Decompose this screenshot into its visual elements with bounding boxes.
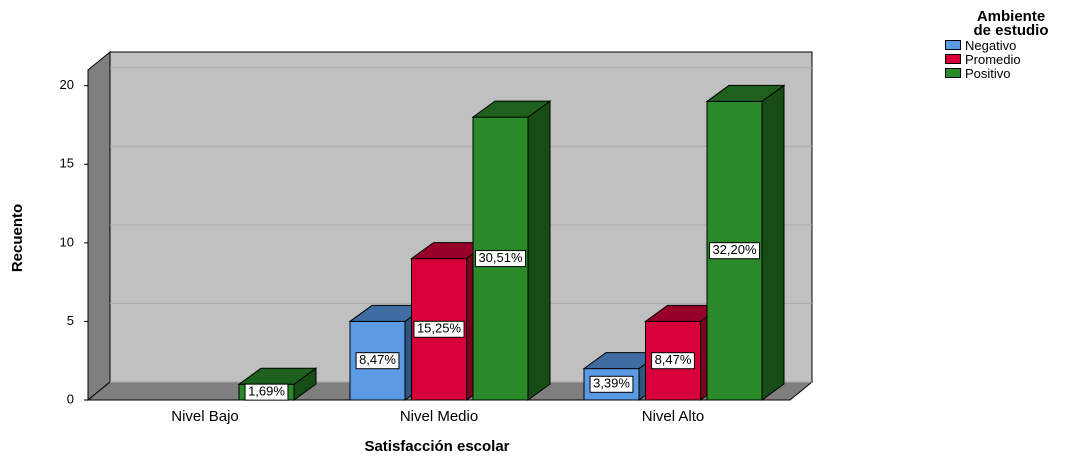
value-label-text: 1,69% [248,384,285,399]
x-tick-label: Nivel Alto [642,408,705,425]
y-tick-label: 5 [67,313,74,328]
bar-top [471,100,552,118]
value-label: 3,39% [589,375,634,393]
value-label: 1,69% [244,383,289,401]
x-tick-label: Nivel Bajo [171,408,239,425]
legend: Ambiente de estudio Negativo Promedio Posi… [945,8,1060,81]
legend-swatch [945,40,961,50]
legend-label: Negativo [965,37,1017,53]
value-label-text: 8,47% [359,352,396,367]
value-label-text: 3,39% [593,376,630,391]
legend-item: Negativo [945,37,1060,53]
bar-top [705,84,786,102]
bar-side [527,100,551,401]
value-label: 8,47% [355,352,400,370]
legend-swatch [945,54,961,64]
value-label-box [413,320,465,338]
value-label-box [651,352,695,370]
legend-title: Ambiente de estudio [973,8,1049,39]
value-label-box [244,383,289,401]
left-wall [87,50,111,402]
legend-item: Promedio [945,51,1060,67]
legend-swatch [945,68,961,78]
value-label-text: 15,25% [417,321,462,336]
value-label-text: 30,51% [478,250,523,265]
y-axis-label: Recuento [9,204,26,272]
y-tick-label: 10 [60,234,74,249]
x-tick-label: Nivel Medio [400,408,478,425]
value-label-box [474,250,527,268]
bar-side [761,84,785,401]
y-tick-label: 15 [60,156,74,171]
y-tick-label: 20 [60,77,74,92]
value-label-box [355,352,400,370]
value-label-text: 32,20% [712,242,757,257]
x-axis-label: Satisfacción escolar [364,438,509,455]
legend-label: Positivo [965,65,1011,81]
legend-label: Promedio [965,51,1021,67]
value-label: 30,51% [474,250,527,268]
value-label: 8,47% [651,352,695,370]
value-label: 15,25% [413,320,465,338]
y-tick-label: 0 [67,391,74,406]
value-label-box [589,375,634,393]
value-label: 32,20% [708,242,761,260]
legend-item: Positivo [945,65,1060,81]
value-label-box [708,242,761,260]
value-label-text: 8,47% [655,352,692,367]
